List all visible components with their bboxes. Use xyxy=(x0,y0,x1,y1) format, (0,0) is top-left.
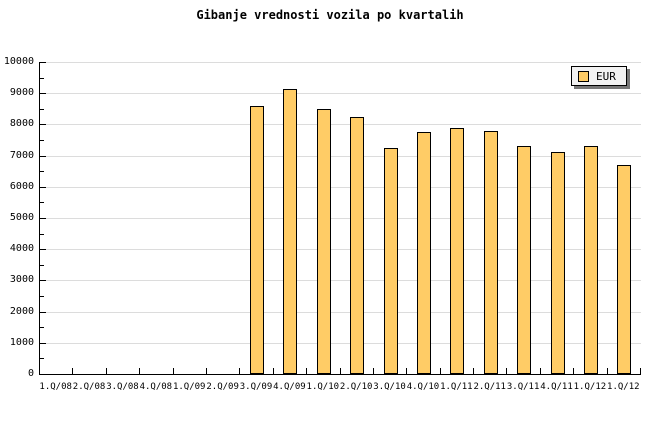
y-tick-label: 0 xyxy=(27,368,34,379)
y-minor-tick xyxy=(40,109,44,110)
y-tick-label: 7000 xyxy=(9,150,34,161)
y-major-tick xyxy=(40,249,46,250)
legend: EUR xyxy=(571,66,627,86)
bar xyxy=(517,146,531,374)
y-minor-tick xyxy=(40,358,44,359)
bar xyxy=(283,89,297,374)
plot-area xyxy=(39,62,641,375)
x-tick-label: 4.Q/09 xyxy=(273,382,306,392)
y-tick-label: 9000 xyxy=(9,87,34,98)
y-minor-tick xyxy=(40,327,44,328)
y-gridline xyxy=(40,343,641,344)
y-minor-tick xyxy=(40,171,44,172)
x-tick-label: 4.Q/10 xyxy=(406,382,440,392)
chart-title: Gibanje vrednosti vozila po kvartalih xyxy=(196,8,464,22)
x-tick-label: 4.Q/08 xyxy=(139,382,173,392)
y-tick-label: 4000 xyxy=(9,243,34,254)
y-minor-tick xyxy=(40,140,44,141)
bar xyxy=(250,106,264,374)
y-major-tick xyxy=(40,62,46,63)
bar xyxy=(350,117,364,374)
bar xyxy=(484,131,498,374)
x-tick xyxy=(106,368,107,374)
y-major-tick xyxy=(40,187,46,188)
x-tick xyxy=(640,368,641,374)
y-major-tick xyxy=(40,93,46,94)
bar xyxy=(551,152,565,374)
x-tick xyxy=(440,368,441,374)
bar xyxy=(384,148,398,374)
y-minor-tick xyxy=(40,78,44,79)
y-gridline xyxy=(40,280,641,281)
x-tick-label: 3.Q/08 xyxy=(106,382,139,392)
y-gridline xyxy=(40,62,641,63)
x-tick xyxy=(540,368,541,374)
y-minor-tick xyxy=(40,265,44,266)
x-tick-label: 3.Q/09 xyxy=(239,382,273,392)
bar xyxy=(617,165,631,374)
bar xyxy=(450,128,464,374)
bar xyxy=(584,146,598,374)
bar xyxy=(417,132,431,374)
x-tick-label: 2.Q/09 xyxy=(206,382,239,392)
y-minor-tick xyxy=(40,234,44,235)
y-major-tick xyxy=(40,218,46,219)
x-tick-label: 1.Q/12 xyxy=(607,382,640,392)
y-major-tick xyxy=(40,280,46,281)
legend-swatch-icon xyxy=(578,70,589,82)
y-minor-tick xyxy=(40,296,44,297)
x-tick-label: 1.Q/10 xyxy=(306,382,340,392)
x-tick xyxy=(573,368,574,374)
y-major-tick xyxy=(40,124,46,125)
x-tick-label: 2.Q/11 xyxy=(473,382,506,392)
x-tick-label: 2.Q/10 xyxy=(339,382,373,392)
y-major-tick xyxy=(40,156,46,157)
y-minor-tick xyxy=(40,202,44,203)
x-tick xyxy=(139,368,140,374)
x-tick xyxy=(306,368,307,374)
y-gridline xyxy=(40,124,641,125)
y-gridline xyxy=(40,93,641,94)
y-tick-label: 10000 xyxy=(3,56,34,67)
y-major-tick xyxy=(40,312,46,313)
x-tick-label: 1.Q/09 xyxy=(172,382,206,392)
x-tick xyxy=(373,368,374,374)
x-tick xyxy=(607,368,608,374)
x-tick-label: 3.Q/11 xyxy=(506,382,540,392)
y-gridline xyxy=(40,218,641,219)
y-gridline xyxy=(40,312,641,313)
legend-label: EUR xyxy=(596,69,616,83)
x-tick xyxy=(406,368,407,374)
x-tick xyxy=(473,368,474,374)
y-gridline xyxy=(40,249,641,250)
y-major-tick xyxy=(40,343,46,344)
y-tick-label: 1000 xyxy=(9,337,34,348)
x-tick-label: 3.Q/10 xyxy=(373,382,406,392)
bar xyxy=(317,109,331,374)
x-tick-label: 4.Q/11 xyxy=(540,382,573,392)
x-tick-label: 1.Q/11 xyxy=(440,382,473,392)
x-tick-label: 1.Q/12 xyxy=(573,382,607,392)
x-tick xyxy=(506,368,507,374)
x-tick xyxy=(273,368,274,374)
x-tick-label: 2.Q/08 xyxy=(72,382,106,392)
y-gridline xyxy=(40,156,641,157)
x-tick xyxy=(173,368,174,374)
y-gridline xyxy=(40,187,641,188)
y-tick-label: 3000 xyxy=(9,274,34,285)
y-tick-label: 5000 xyxy=(9,212,34,223)
x-tick xyxy=(206,368,207,374)
x-tick xyxy=(72,368,73,374)
x-tick xyxy=(340,368,341,374)
y-tick-label: 8000 xyxy=(9,118,34,129)
y-tick-label: 2000 xyxy=(9,306,34,317)
y-tick-label: 6000 xyxy=(9,181,34,192)
x-tick xyxy=(239,368,240,374)
x-tick-label: 1.Q/08 xyxy=(39,382,72,392)
